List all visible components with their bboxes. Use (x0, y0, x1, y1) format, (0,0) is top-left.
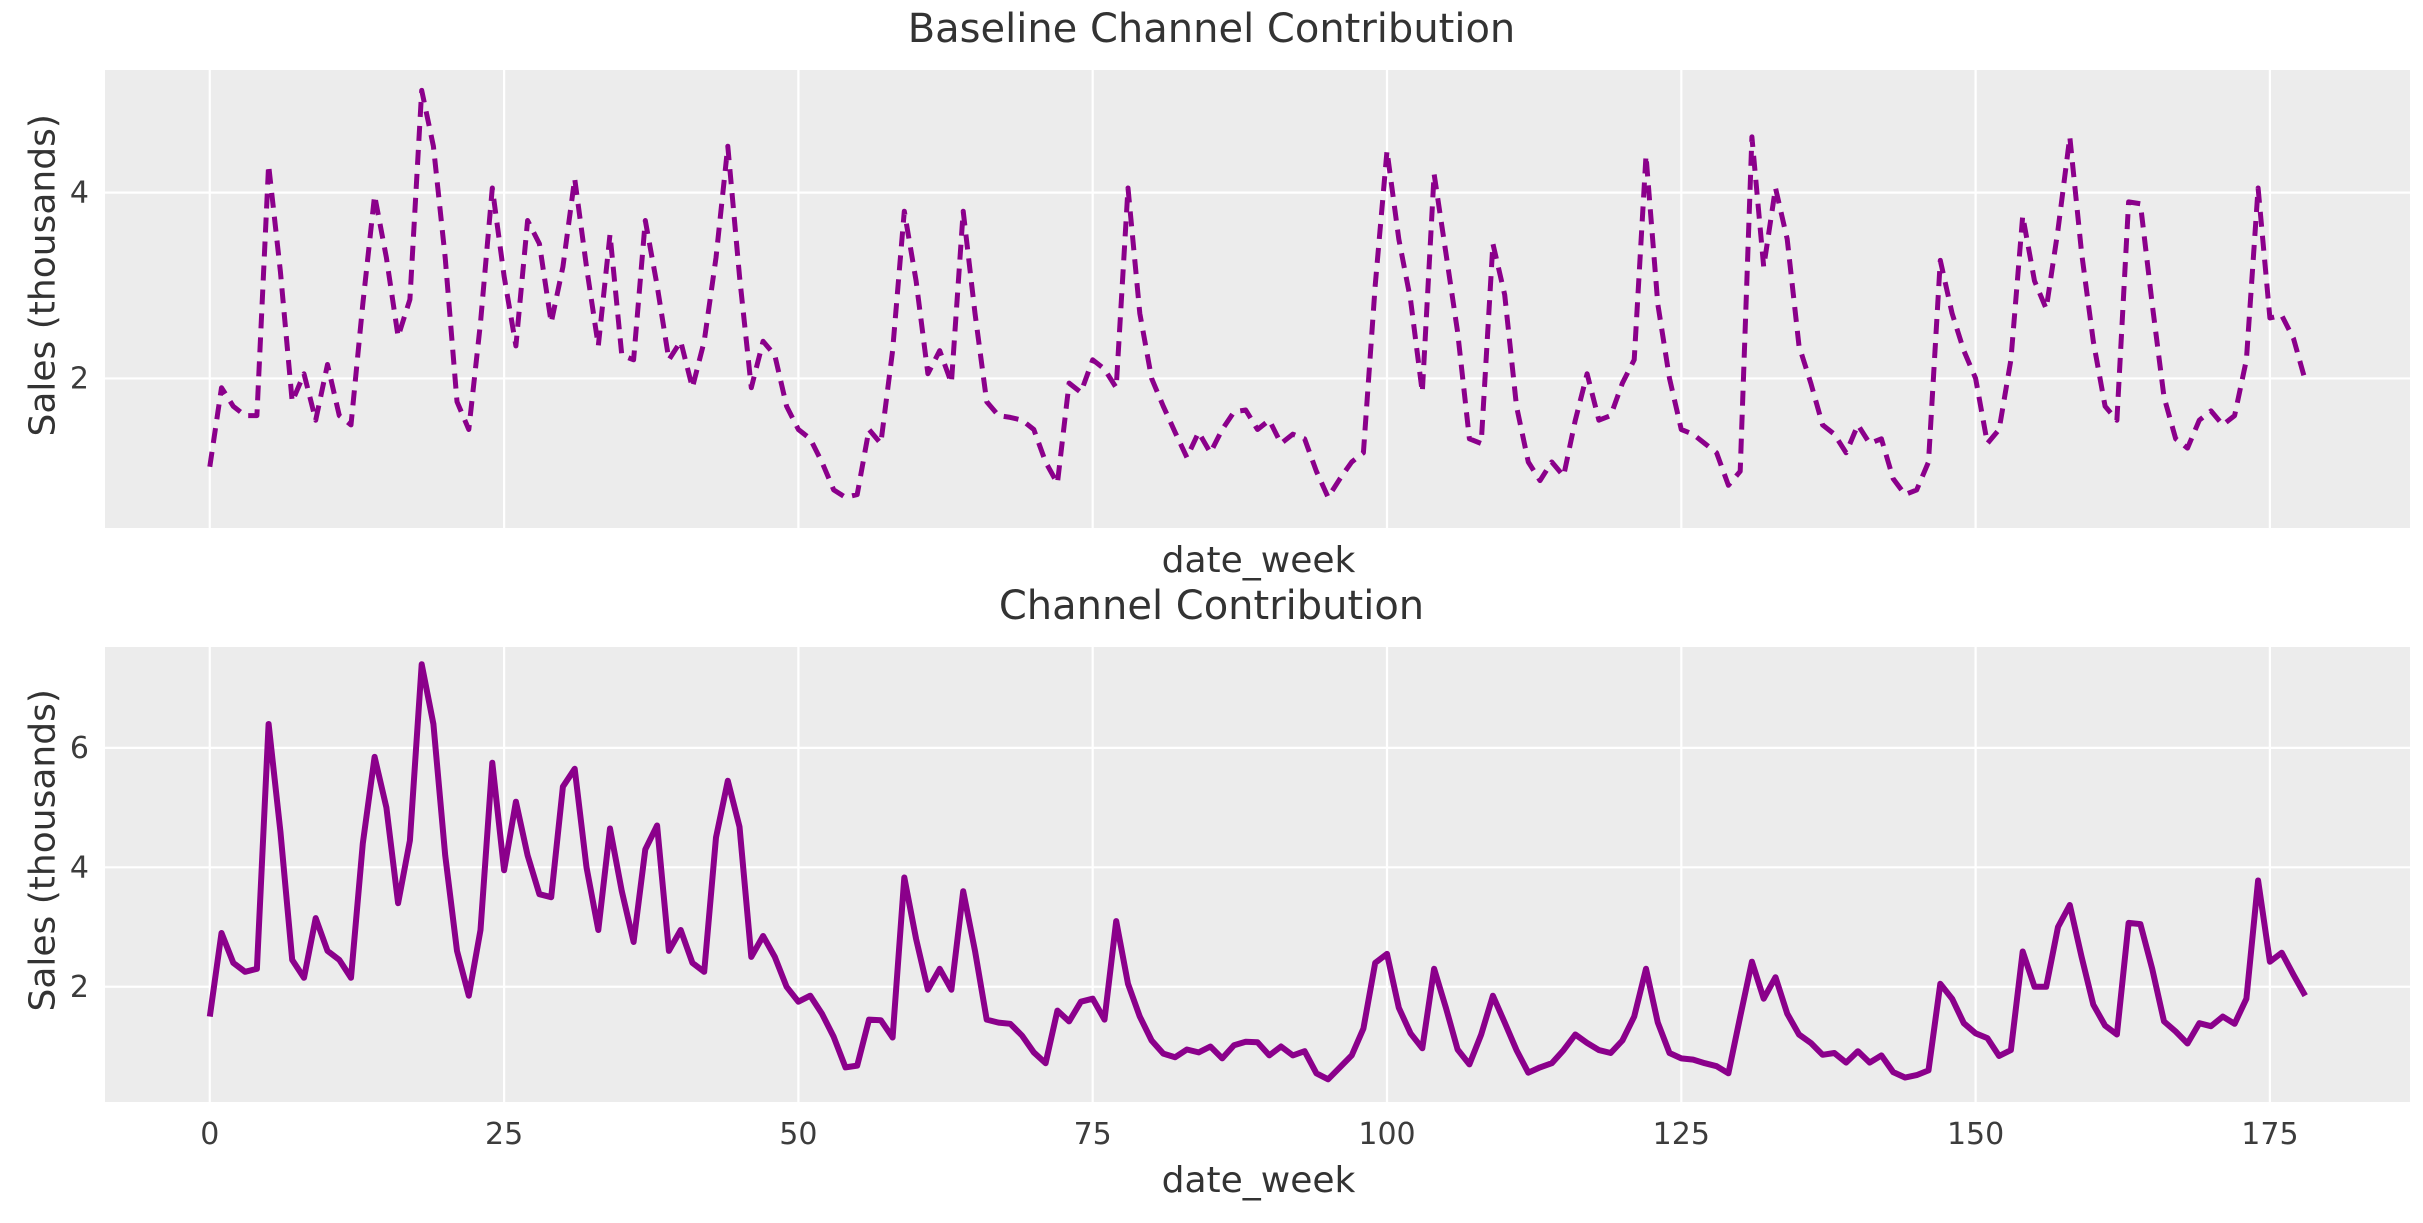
y-tick-label: 4 (70, 850, 89, 885)
chart2-title: Channel Contribution (998, 583, 1425, 629)
x-tick-label: 150 (1947, 1117, 2004, 1152)
x-tick-label: 50 (779, 1117, 817, 1152)
x-tick-label: 175 (2241, 1117, 2298, 1152)
chart2-ylabel: Sales (thousands) (22, 689, 64, 1012)
x-tick-label: 75 (1074, 1117, 1112, 1152)
subplot-1: 24 (70, 70, 2410, 528)
chart1-xlabel: date_week (1161, 540, 1356, 581)
y-tick-label: 2 (70, 361, 89, 396)
x-tick-label: 100 (1358, 1117, 1415, 1152)
x-tick-label: 125 (1653, 1117, 1710, 1152)
y-tick-label: 4 (70, 176, 89, 211)
plot-area (105, 70, 2410, 528)
chart2-xlabel: date_week (1161, 1160, 1356, 1201)
x-tick-label: 25 (485, 1117, 523, 1152)
chart1-ylabel: Sales (thousands) (22, 114, 64, 437)
subplot-2: 2 4 6 0 25 50 75 100 125 150 175 (70, 647, 2410, 1152)
chart1-title: Baseline Channel Contribution (907, 6, 1516, 52)
solid-series-line (206, 661, 2308, 1083)
y-tick-label: 2 (70, 970, 89, 1005)
plot-area (105, 647, 2410, 1102)
x-tick-label: 0 (200, 1117, 219, 1152)
y-tick-label: 6 (70, 731, 89, 766)
dashed-series-line (207, 87, 2308, 500)
